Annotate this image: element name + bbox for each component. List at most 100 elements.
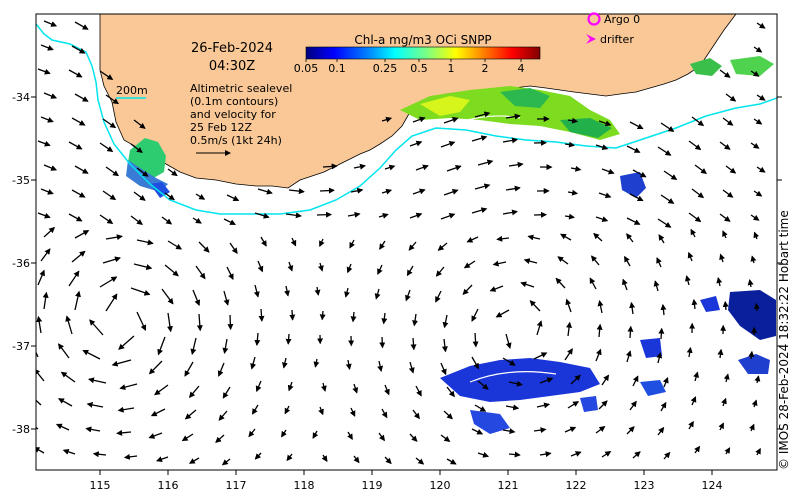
velocity-arrow xyxy=(527,234,541,241)
velocity-arrow xyxy=(566,321,573,337)
velocity-arrow xyxy=(601,168,615,175)
velocity-arrow xyxy=(570,451,582,457)
velocity-arrow xyxy=(687,251,694,262)
colorbar-title: Chl-a mg/m3 OCi SNPP xyxy=(354,33,491,47)
velocity-arrow xyxy=(347,431,353,441)
velocity-arrow xyxy=(254,212,270,219)
velocity-arrow xyxy=(477,451,490,458)
velocity-arrow xyxy=(350,187,364,194)
velocity-arrow xyxy=(564,141,575,148)
velocity-arrow xyxy=(40,248,51,262)
velocity-arrow xyxy=(691,116,705,127)
velocity-arrow xyxy=(723,373,730,383)
velocity-arrow xyxy=(102,256,121,264)
velocity-arrow xyxy=(68,69,83,78)
velocity-arrow xyxy=(570,374,581,385)
velocity-arrow xyxy=(58,343,70,359)
velocity-arrow xyxy=(68,270,80,287)
velocity-arrow xyxy=(42,291,49,310)
velocity-arrow xyxy=(694,164,708,174)
velocity-arrow xyxy=(319,238,325,248)
velocity-arrow xyxy=(725,93,737,102)
velocity-arrow xyxy=(344,287,350,298)
velocity-arrow xyxy=(412,116,426,123)
velocity-arrow xyxy=(474,183,491,190)
velocity-arrow xyxy=(117,406,135,413)
x-tick-label: 117 xyxy=(226,479,247,492)
velocity-arrow xyxy=(99,276,118,288)
velocity-arrow xyxy=(598,192,612,199)
velocity-arrow xyxy=(660,122,675,132)
velocity-arrow xyxy=(595,426,606,434)
velocity-arrow xyxy=(471,308,479,322)
y-tick-label: -37 xyxy=(12,340,30,353)
velocity-arrow xyxy=(415,457,425,465)
drifter-marker-icon xyxy=(586,34,596,44)
velocity-arrow xyxy=(313,358,320,368)
description-line: (0.1m contours) xyxy=(190,95,278,108)
velocity-arrow xyxy=(656,352,663,364)
velocity-arrow xyxy=(717,348,724,359)
map-time: 04:30Z xyxy=(209,59,255,74)
velocity-arrow xyxy=(82,349,101,360)
velocity-arrow xyxy=(632,451,641,459)
colorbar-tick-label: 2 xyxy=(482,62,489,75)
velocity-arrow xyxy=(443,189,459,196)
x-tick-label: 119 xyxy=(362,479,383,492)
velocity-arrow xyxy=(533,352,548,360)
velocity-arrow xyxy=(43,92,58,99)
velocity-arrow xyxy=(753,46,763,53)
velocity-arrow xyxy=(248,428,256,438)
velocity-arrow xyxy=(167,312,173,333)
velocity-arrow xyxy=(316,211,332,218)
velocity-arrow xyxy=(593,232,603,242)
velocity-arrow xyxy=(688,420,694,430)
velocity-arrow xyxy=(412,409,420,420)
velocity-arrow xyxy=(748,350,755,360)
velocity-arrow xyxy=(523,258,538,265)
velocity-arrow xyxy=(184,361,194,377)
velocity-arrow xyxy=(222,386,231,399)
velocity-arrow xyxy=(71,189,86,198)
velocity-arrow xyxy=(716,277,723,287)
velocity-arrow xyxy=(161,216,173,225)
y-tick-label: -38 xyxy=(12,423,30,436)
velocity-arrow xyxy=(318,406,324,416)
velocity-arrow xyxy=(62,448,76,455)
velocity-arrow xyxy=(567,189,579,196)
velocity-arrow xyxy=(718,422,724,431)
velocity-arrow xyxy=(539,377,554,384)
velocity-arrow xyxy=(290,237,297,247)
velocity-arrow xyxy=(284,285,290,297)
velocity-arrow xyxy=(658,234,665,244)
velocity-arrow xyxy=(657,426,665,436)
velocity-arrow xyxy=(755,447,761,456)
velocity-arrow xyxy=(492,260,507,267)
velocity-arrow xyxy=(119,383,138,391)
velocity-arrow xyxy=(627,325,634,339)
velocity-arrow xyxy=(74,165,89,174)
velocity-arrow xyxy=(409,212,423,219)
velocity-arrow xyxy=(520,281,535,288)
colorbar-tick-label: 0.05 xyxy=(294,62,319,75)
velocity-arrow xyxy=(229,242,238,255)
velocity-arrow xyxy=(254,452,262,460)
velocity-arrow xyxy=(188,457,200,464)
velocity-arrow xyxy=(440,362,447,376)
velocity-arrow xyxy=(188,385,200,398)
isobath-legend-label: 200m xyxy=(116,84,148,97)
velocity-arrow xyxy=(102,118,117,129)
x-tick-label: 122 xyxy=(566,479,587,492)
velocity-arrow xyxy=(722,117,734,126)
velocity-arrow xyxy=(505,333,512,349)
velocity-arrow xyxy=(474,404,487,412)
velocity-arrow xyxy=(502,357,516,366)
velocity-arrow xyxy=(721,397,727,407)
velocity-arrow xyxy=(102,190,117,201)
velocity-arrow xyxy=(164,264,179,277)
velocity-arrow xyxy=(753,190,763,197)
velocity-arrow xyxy=(690,396,697,406)
velocity-arrow xyxy=(74,93,89,102)
velocity-arrow xyxy=(255,380,262,393)
velocity-arrow xyxy=(567,401,580,409)
